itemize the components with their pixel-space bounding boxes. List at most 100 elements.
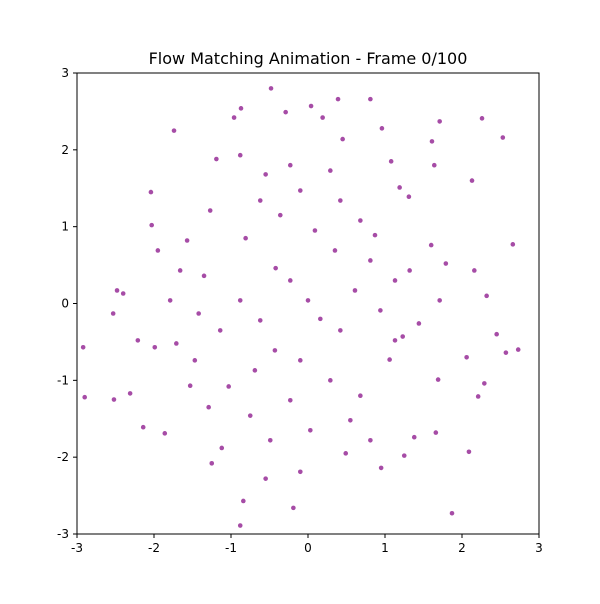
point: [338, 328, 343, 333]
point: [308, 427, 313, 433]
point: [237, 152, 243, 158]
point: [484, 293, 489, 299]
y-tick-label: -3: [57, 527, 69, 541]
point: [82, 394, 87, 400]
point: [114, 288, 120, 293]
point: [431, 162, 437, 168]
point: [482, 381, 487, 386]
point: [435, 377, 441, 382]
point: [148, 189, 154, 195]
point: [110, 311, 116, 316]
point: [437, 119, 442, 124]
point: [437, 298, 442, 303]
point: [358, 393, 363, 399]
point: [263, 172, 268, 177]
point: [500, 135, 506, 140]
point: [257, 318, 263, 323]
chart-title: Flow Matching Animation - Frame 0/100: [149, 49, 468, 68]
y-tick-label: 1: [61, 220, 69, 234]
point: [466, 449, 472, 455]
point: [400, 334, 406, 339]
point: [277, 212, 283, 218]
point: [328, 378, 333, 383]
point: [308, 103, 314, 109]
point: [332, 248, 338, 253]
point: [335, 96, 341, 102]
point: [379, 126, 385, 131]
y-tick-label: -1: [57, 373, 69, 387]
point: [192, 358, 198, 363]
point: [378, 465, 384, 471]
point: [407, 268, 412, 273]
point: [241, 498, 246, 504]
point: [80, 344, 86, 350]
point: [338, 198, 343, 203]
point: [127, 391, 133, 396]
point: [283, 109, 288, 115]
point: [318, 316, 323, 322]
point: [209, 461, 215, 466]
point: [298, 188, 303, 193]
point: [257, 198, 263, 203]
point: [429, 139, 435, 144]
point: [358, 218, 363, 223]
point: [237, 298, 243, 303]
point: [287, 278, 293, 283]
x-tick-label: -1: [225, 541, 237, 555]
point: [196, 311, 201, 316]
point: [494, 331, 499, 337]
point: [479, 116, 485, 121]
point: [207, 208, 213, 213]
point: [378, 308, 383, 313]
point: [272, 348, 278, 353]
point: [510, 242, 516, 247]
point: [171, 128, 177, 133]
point: [387, 357, 392, 362]
point: [174, 341, 179, 346]
point: [267, 437, 273, 443]
point: [298, 358, 303, 363]
point: [140, 424, 146, 430]
point: [464, 354, 469, 360]
point: [368, 437, 373, 443]
point: [416, 321, 422, 326]
point: [298, 469, 303, 475]
point: [214, 156, 219, 162]
point: [401, 453, 407, 458]
point: [411, 434, 417, 440]
point: [226, 384, 231, 389]
y-tick-label: 3: [61, 66, 69, 80]
point: [219, 445, 225, 451]
point: [287, 162, 293, 168]
point: [368, 96, 373, 102]
point: [449, 510, 455, 516]
point: [111, 397, 117, 402]
y-tick-label: 0: [61, 297, 69, 311]
point: [388, 159, 394, 164]
point: [291, 505, 296, 511]
point: [167, 298, 173, 303]
point: [475, 394, 481, 399]
point: [238, 106, 244, 111]
point: [263, 476, 268, 481]
point: [252, 368, 258, 373]
point: [247, 413, 253, 418]
point: [428, 242, 434, 248]
point: [237, 523, 243, 528]
point: [149, 222, 154, 228]
point: [120, 291, 126, 296]
point: [206, 404, 211, 410]
point: [368, 258, 373, 263]
point: [184, 238, 190, 243]
point: [406, 194, 412, 200]
point: [177, 268, 183, 273]
point: [443, 261, 449, 266]
point: [268, 86, 274, 91]
x-tick-label: 3: [535, 541, 543, 555]
x-tick-label: 1: [381, 541, 389, 555]
point: [187, 383, 193, 389]
point: [372, 232, 378, 238]
point: [469, 178, 475, 183]
point: [392, 278, 398, 283]
